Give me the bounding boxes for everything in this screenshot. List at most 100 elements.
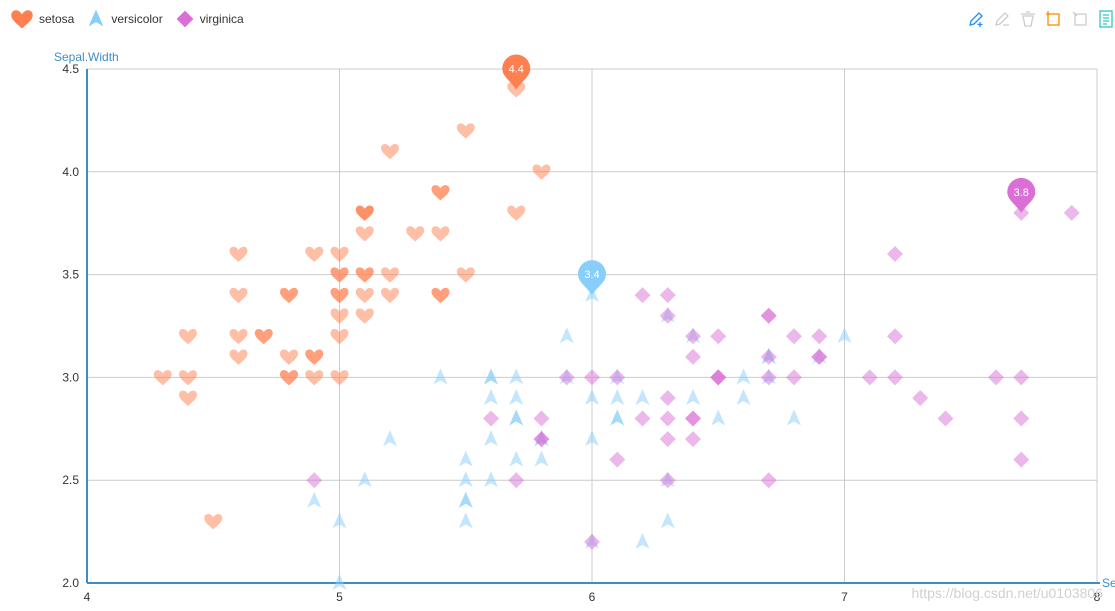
setosa-point[interactable] [330,328,349,345]
versicolor-point[interactable] [559,327,574,344]
virginica-point[interactable] [685,348,701,365]
setosa-point[interactable] [330,308,349,324]
versicolor-point[interactable] [585,388,599,405]
setosa-point[interactable] [532,164,551,180]
versicolor-point[interactable] [357,471,372,488]
virginica-point[interactable] [760,348,777,365]
setosa-point[interactable] [507,82,526,98]
data-zoom-tool[interactable] [1045,10,1063,28]
setosa-mark-point[interactable]: 4.4 [502,54,531,90]
setosa-point[interactable] [229,246,248,263]
setosa-point[interactable] [456,267,475,283]
setosa-point[interactable] [330,246,349,263]
setosa-point[interactable] [179,390,197,406]
versicolor-point[interactable] [332,574,347,590]
versicolor-point[interactable] [484,388,498,405]
versicolor-point[interactable] [307,491,322,508]
legend-item-virginica[interactable]: virginica [175,10,244,28]
versicolor-point[interactable] [736,368,751,385]
setosa-point[interactable] [204,514,223,530]
setosa-point[interactable] [229,349,248,365]
virginica-point[interactable] [988,369,1004,386]
virginica-point[interactable] [1013,451,1030,468]
setosa-point[interactable] [280,370,298,386]
setosa-point[interactable] [229,328,248,345]
virginica-point[interactable] [710,328,727,345]
virginica-point[interactable] [710,369,727,386]
setosa-point[interactable] [229,287,248,304]
virginica-point[interactable] [937,410,954,427]
setosa-point[interactable] [456,123,475,139]
setosa-point[interactable] [355,287,374,304]
versicolor-point[interactable] [383,430,397,447]
virginica-point[interactable] [811,348,828,365]
versicolor-point[interactable] [458,450,473,467]
virginica-point[interactable] [609,369,626,386]
versicolor-point[interactable] [458,491,473,508]
virginica-point[interactable] [887,369,903,386]
virginica-point[interactable] [685,431,701,448]
versicolor-point[interactable] [837,327,852,344]
versicolor-point[interactable] [787,409,801,426]
virginica-point[interactable] [760,369,777,386]
versicolor-mark-point[interactable]: 3.4 [578,260,606,296]
setosa-point[interactable] [355,226,374,242]
virginica-point[interactable] [811,328,828,345]
virginica-point[interactable] [533,410,550,427]
setosa-point[interactable] [431,185,450,201]
versicolor-point[interactable] [509,409,524,426]
versicolor-point[interactable] [635,532,650,549]
virginica-point[interactable] [786,369,802,386]
mark-tool[interactable] [967,10,985,28]
virginica-point[interactable] [609,451,626,468]
setosa-point[interactable] [507,205,526,221]
versicolor-point[interactable] [686,388,700,405]
virginica-point[interactable] [760,472,777,489]
virginica-point[interactable] [659,472,676,489]
virginica-point[interactable] [558,369,575,386]
setosa-point[interactable] [431,287,450,304]
versicolor-point[interactable] [484,471,498,488]
setosa-point[interactable] [153,370,172,386]
virginica-point[interactable] [634,287,651,304]
versicolor-point[interactable] [610,388,625,405]
legend-item-versicolor[interactable]: versicolor [86,10,163,28]
setosa-point[interactable] [280,349,298,365]
data-zoom-reset-tool[interactable] [1071,10,1089,28]
virginica-point[interactable] [760,307,777,324]
virginica-point[interactable] [306,472,323,489]
setosa-point[interactable] [330,287,349,304]
virginica-mark-point[interactable]: 3.8 [1007,177,1036,213]
legend-item-setosa[interactable]: setosa [10,10,74,28]
virginica-point[interactable] [508,472,525,489]
setosa-point[interactable] [355,205,374,221]
versicolor-point[interactable] [660,512,675,529]
setosa-point[interactable] [431,226,450,242]
setosa-point[interactable] [179,328,197,345]
virginica-point[interactable] [685,410,701,427]
setosa-point[interactable] [406,226,425,242]
setosa-point[interactable] [254,328,273,345]
setosa-point[interactable] [280,287,298,304]
virginica-point[interactable] [483,410,499,427]
setosa-point[interactable] [330,267,349,283]
virginica-point[interactable] [887,328,903,345]
versicolor-point[interactable] [509,388,524,405]
versicolor-point[interactable] [433,368,448,385]
setosa-point[interactable] [355,308,374,324]
versicolor-point[interactable] [484,368,498,385]
virginica-point[interactable] [659,389,676,406]
versicolor-point[interactable] [585,430,599,447]
setosa-point[interactable] [330,370,349,386]
virginica-point[interactable] [1013,369,1030,386]
versicolor-point[interactable] [484,430,498,447]
versicolor-point[interactable] [635,388,650,405]
versicolor-point[interactable] [332,512,347,529]
setosa-point[interactable] [381,287,399,304]
setosa-point[interactable] [305,370,324,386]
versicolor-point[interactable] [736,388,751,405]
virginica-point[interactable] [1013,410,1030,427]
mark-undo-tool[interactable] [993,10,1011,28]
versicolor-point[interactable] [509,450,524,467]
virginica-point[interactable] [659,307,676,324]
